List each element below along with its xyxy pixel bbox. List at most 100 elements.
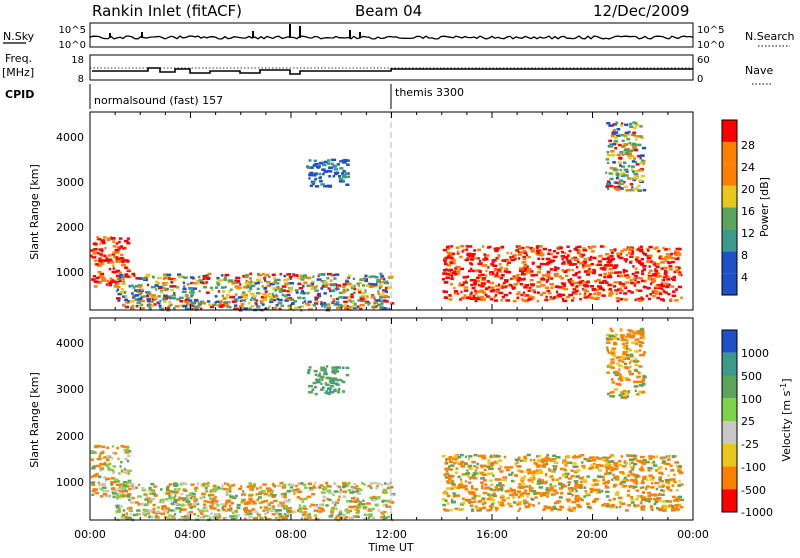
data-cell [648, 245, 653, 249]
data-cell [131, 496, 135, 500]
data-cell [654, 262, 656, 266]
data-cell [588, 267, 591, 271]
data-cell [599, 281, 602, 284]
data-cell [570, 474, 575, 478]
data-cell [233, 298, 239, 301]
data-cell [473, 465, 476, 468]
data-cell [517, 291, 521, 294]
data-cell [380, 275, 384, 278]
data-cell [610, 468, 614, 472]
data-cell [545, 506, 550, 509]
data-cell [641, 272, 645, 276]
data-cell [491, 501, 496, 505]
data-cell [320, 287, 324, 290]
data-cell [620, 336, 625, 339]
data-cell [174, 494, 177, 497]
data-cell [331, 289, 335, 293]
data-cell [650, 260, 653, 263]
data-cell [143, 295, 146, 298]
data-cell [645, 460, 650, 464]
data-cell [448, 465, 451, 468]
data-cell [226, 483, 230, 486]
data-cell [514, 276, 518, 280]
data-cell [305, 515, 309, 519]
data-cell [607, 351, 611, 354]
data-cell [175, 507, 178, 510]
data-cell [166, 273, 172, 277]
data-cell [199, 281, 202, 284]
data-cell [620, 165, 626, 168]
data-cell [207, 494, 211, 497]
data-cell [473, 500, 477, 503]
data-cell [336, 484, 340, 488]
data-cell [680, 296, 683, 299]
data-cell [501, 499, 506, 502]
data-cell [647, 272, 651, 275]
data-cell [648, 499, 651, 503]
data-cell [384, 281, 390, 285]
data-cell [268, 292, 272, 296]
data-cell [587, 459, 592, 463]
data-cell [348, 509, 352, 513]
data-cell [578, 495, 581, 498]
data-cell [589, 487, 594, 491]
data-cell [97, 237, 102, 241]
data-cell [330, 381, 335, 385]
data-cell [104, 246, 107, 250]
data-cell [662, 489, 665, 493]
power-y-tick-4000: 4000 [56, 131, 84, 144]
data-cell [572, 263, 577, 266]
data-cell [610, 352, 614, 356]
data-cell [274, 279, 277, 282]
data-cell [635, 288, 639, 292]
data-cell [102, 489, 106, 493]
data-cell [627, 489, 630, 493]
data-cell [513, 283, 518, 286]
data-cell [300, 291, 304, 295]
data-cell [675, 489, 679, 492]
data-cell [634, 338, 638, 342]
data-cell [488, 505, 494, 508]
data-cell [575, 266, 579, 269]
data-cell [303, 497, 306, 501]
data-cell [536, 251, 540, 255]
data-cell [292, 510, 297, 514]
data-cell [608, 124, 613, 127]
data-cell [244, 274, 250, 277]
data-cell [656, 265, 660, 269]
data-cell [606, 371, 610, 374]
data-cell [289, 282, 295, 285]
data-cell [126, 459, 130, 463]
data-cell [444, 462, 447, 465]
data-cell [621, 145, 626, 148]
data-cell [635, 256, 640, 259]
data-cell [343, 304, 348, 307]
data-cell [250, 281, 255, 284]
data-cell [193, 513, 196, 516]
data-cell [605, 505, 610, 508]
data-cell [196, 482, 200, 485]
data-cell [176, 298, 181, 301]
data-cell [368, 513, 373, 516]
data-cell [618, 356, 623, 359]
data-cell [675, 247, 681, 251]
data-cell [377, 303, 381, 306]
data-cell [571, 268, 574, 272]
data-cell [243, 307, 248, 310]
data-cell [362, 499, 365, 502]
data-cell [503, 455, 507, 459]
data-cell [295, 484, 298, 488]
data-cell [470, 283, 474, 287]
data-cell [124, 266, 129, 269]
data-cell [608, 334, 614, 338]
data-cell [612, 342, 617, 346]
data-cell [128, 498, 131, 502]
data-cell [484, 293, 488, 297]
data-cell [235, 494, 238, 498]
data-cell [666, 486, 670, 489]
data-cell [588, 456, 591, 460]
data-cell [301, 500, 304, 503]
data-cell [538, 267, 542, 271]
data-cell [146, 497, 151, 500]
data-cell [382, 289, 385, 292]
